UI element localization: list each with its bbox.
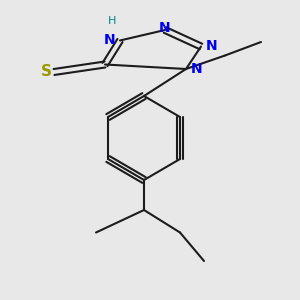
Text: N: N [104, 34, 115, 47]
Text: N: N [206, 40, 217, 53]
Text: S: S [41, 64, 52, 80]
Text: N: N [191, 62, 202, 76]
Text: N: N [159, 22, 171, 35]
Text: H: H [108, 16, 117, 26]
